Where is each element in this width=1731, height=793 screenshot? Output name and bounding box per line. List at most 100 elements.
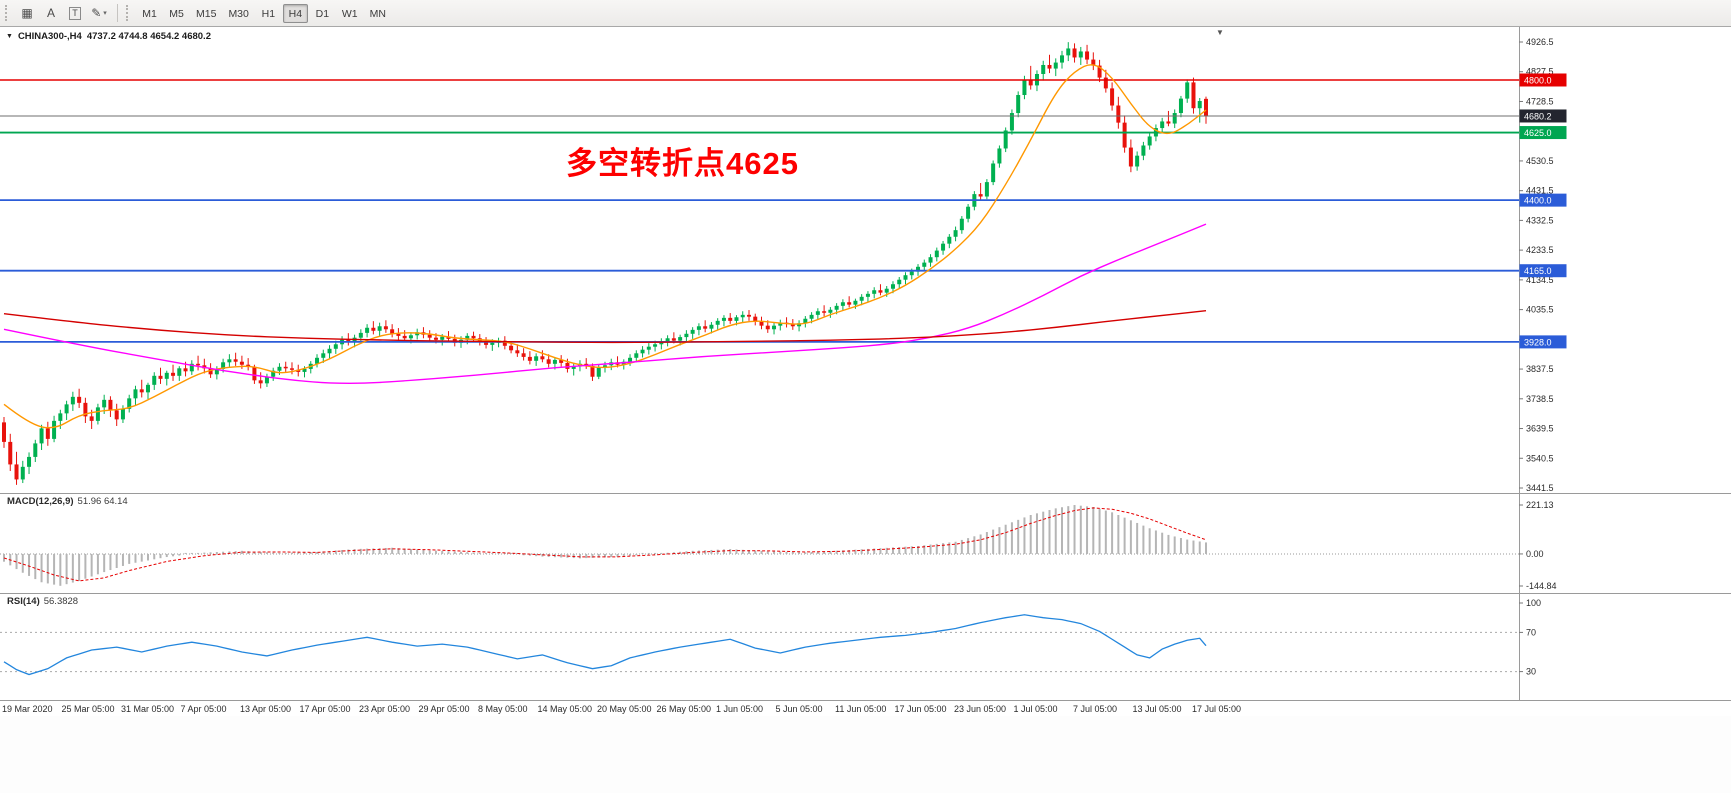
- svg-text:14 May 05:00: 14 May 05:00: [538, 704, 593, 714]
- svg-text:3540.5: 3540.5: [1526, 453, 1554, 463]
- price-axis[interactable]: 4926.54827.54728.54629.54530.54431.54332…: [1519, 37, 1567, 493]
- svg-text:30: 30: [1526, 667, 1536, 677]
- macd-label: MACD(12,26,9) 51.96 64.14: [7, 496, 128, 507]
- rsi-value: 56.3828: [43, 596, 79, 607]
- chart-dropdown-icon[interactable]: ▼: [1216, 28, 1224, 37]
- rsi-line: [3, 614, 1207, 676]
- svg-text:23 Jun 05:00: 23 Jun 05:00: [954, 704, 1006, 714]
- chart-title: ▼ CHINA300-,H4 4737.2 4744.8 4654.2 4680…: [6, 31, 211, 42]
- svg-text:25 Mar 05:00: 25 Mar 05:00: [62, 704, 115, 714]
- svg-text:31 Mar 05:00: 31 Mar 05:00: [121, 704, 174, 714]
- text-label-icon: A: [46, 6, 55, 20]
- timeframe-button-m5[interactable]: M5: [169, 7, 184, 20]
- svg-text:221.13: 221.13: [1526, 500, 1554, 510]
- timeframe-button-m1[interactable]: M1: [142, 7, 157, 20]
- macd-signal-line: [3, 507, 1207, 582]
- svg-text:4728.5: 4728.5: [1526, 96, 1554, 106]
- svg-text:4926.5: 4926.5: [1526, 37, 1554, 47]
- toolbar: ▦ A T ✎ ▾ M1 M5 M15 M30 H1 H4 D1 W1 MN: [0, 0, 1731, 27]
- timeframe-button-mn[interactable]: MN: [369, 7, 386, 20]
- text-box-button[interactable]: T: [64, 3, 86, 23]
- text-label-button[interactable]: A: [40, 3, 62, 23]
- svg-text:4134.5: 4134.5: [1526, 275, 1554, 285]
- bottom-filler: [0, 716, 1731, 793]
- svg-text:4431.5: 4431.5: [1526, 186, 1554, 196]
- price-badge: 4625.0: [1519, 126, 1567, 140]
- svg-text:100: 100: [1526, 598, 1541, 608]
- svg-text:3928.0: 3928.0: [1524, 337, 1552, 347]
- svg-text:3738.5: 3738.5: [1526, 394, 1554, 404]
- price-badge: 3928.0: [1519, 335, 1567, 349]
- macd-canvas[interactable]: 221.13 0.00 -144.84: [0, 493, 1731, 593]
- price-badge: 4680.2: [1519, 109, 1567, 123]
- chart-ohlc: 4737.2 4744.8 4654.2 4680.2: [86, 31, 211, 42]
- svg-text:70: 70: [1526, 627, 1536, 637]
- svg-text:7 Jul 05:00: 7 Jul 05:00: [1073, 704, 1117, 714]
- draw-tools-icon: ✎: [91, 6, 102, 20]
- svg-text:20 May 05:00: 20 May 05:00: [597, 704, 652, 714]
- svg-text:13 Jul 05:00: 13 Jul 05:00: [1133, 704, 1182, 714]
- svg-text:7 Apr 05:00: 7 Apr 05:00: [181, 704, 227, 714]
- mid-ma: [3, 223, 1207, 385]
- svg-text:17 Jun 05:00: 17 Jun 05:00: [895, 704, 947, 714]
- svg-text:5 Jun 05:00: 5 Jun 05:00: [776, 704, 823, 714]
- candles: [2, 42, 1208, 485]
- svg-text:4625.0: 4625.0: [1524, 128, 1552, 138]
- macd-values: 51.96 64.14: [77, 496, 128, 507]
- timeframe-gripper[interactable]: [126, 5, 131, 21]
- svg-text:4233.5: 4233.5: [1526, 245, 1554, 255]
- svg-text:23 Apr 05:00: 23 Apr 05:00: [359, 704, 410, 714]
- svg-text:4165.0: 4165.0: [1524, 266, 1552, 276]
- rsi-panel: 100 70 30 RSI(14) 56.3828: [0, 593, 1731, 700]
- time-axis[interactable]: 19 Mar 2020 25 Mar 05:00 31 Mar 05:00 7 Apr…: [0, 700, 1731, 716]
- svg-text:1 Jul 05:00: 1 Jul 05:00: [1014, 704, 1058, 714]
- svg-text:8 May 05:00: 8 May 05:00: [478, 704, 528, 714]
- fast-ma: [3, 64, 1207, 429]
- main-chart-canvas[interactable]: 4926.54827.54728.54629.54530.54431.54332…: [0, 27, 1731, 493]
- chart-symbol-period: CHINA300-,H4: [17, 31, 82, 42]
- text-box-icon: T: [69, 6, 81, 20]
- svg-text:4827.5: 4827.5: [1526, 67, 1554, 77]
- price-badge: 4800.0: [1519, 73, 1567, 87]
- chart-grid-icon: ▦: [21, 6, 33, 20]
- svg-text:17 Jul 05:00: 17 Jul 05:00: [1192, 704, 1241, 714]
- svg-text:13 Apr 05:00: 13 Apr 05:00: [240, 704, 291, 714]
- draw-tools-button[interactable]: ✎ ▾: [88, 3, 110, 23]
- slow-ma: [3, 309, 1207, 344]
- timeframe-button-m30[interactable]: M30: [228, 7, 249, 20]
- price-badge: 4400.0: [1519, 193, 1567, 207]
- svg-text:1 Jun 05:00: 1 Jun 05:00: [716, 704, 763, 714]
- svg-text:3837.5: 3837.5: [1526, 364, 1554, 374]
- svg-text:3639.5: 3639.5: [1526, 424, 1554, 434]
- main-chart-panel: 4926.54827.54728.54629.54530.54431.54332…: [0, 27, 1731, 493]
- svg-text:29 Apr 05:00: 29 Apr 05:00: [419, 704, 470, 714]
- svg-text:4800.0: 4800.0: [1524, 75, 1552, 85]
- price-badge: 4165.0: [1519, 264, 1567, 278]
- timeframe-button-d1[interactable]: D1: [315, 7, 330, 20]
- svg-text:4035.5: 4035.5: [1526, 305, 1554, 315]
- svg-text:26 May 05:00: 26 May 05:00: [657, 704, 712, 714]
- chart-annotation[interactable]: 多空转折点4625: [566, 146, 799, 181]
- timeframe-button-h4[interactable]: H4: [282, 3, 308, 23]
- macd-histogram: [3, 505, 1207, 586]
- svg-text:0.00: 0.00: [1526, 549, 1544, 559]
- toolbar-separator: [117, 4, 118, 22]
- toolbar-gripper[interactable]: [5, 5, 10, 21]
- svg-text:4332.5: 4332.5: [1526, 215, 1554, 225]
- timeframe-button-w1[interactable]: W1: [341, 7, 358, 20]
- macd-panel: 221.13 0.00 -144.84 MACD(12,26,9) 51.96 64.…: [0, 493, 1731, 593]
- rsi-canvas[interactable]: 100 70 30: [0, 593, 1731, 700]
- chevron-down-icon: ▾: [103, 10, 107, 17]
- collapse-marker-icon[interactable]: ▼: [6, 33, 13, 40]
- rsi-label: RSI(14) 56.3828: [7, 596, 79, 607]
- svg-text:17 Apr 05:00: 17 Apr 05:00: [300, 704, 351, 714]
- timeframe-button-m15[interactable]: M15: [196, 7, 217, 20]
- svg-text:11 Jun 05:00: 11 Jun 05:00: [835, 704, 886, 714]
- timeframe-button-h1[interactable]: H1: [261, 7, 276, 20]
- chart-grid-button[interactable]: ▦: [16, 3, 38, 23]
- svg-text:19 Mar 2020: 19 Mar 2020: [2, 704, 53, 714]
- svg-text:-144.84: -144.84: [1526, 581, 1557, 591]
- svg-text:4530.5: 4530.5: [1526, 156, 1554, 166]
- svg-text:4680.2: 4680.2: [1524, 111, 1552, 121]
